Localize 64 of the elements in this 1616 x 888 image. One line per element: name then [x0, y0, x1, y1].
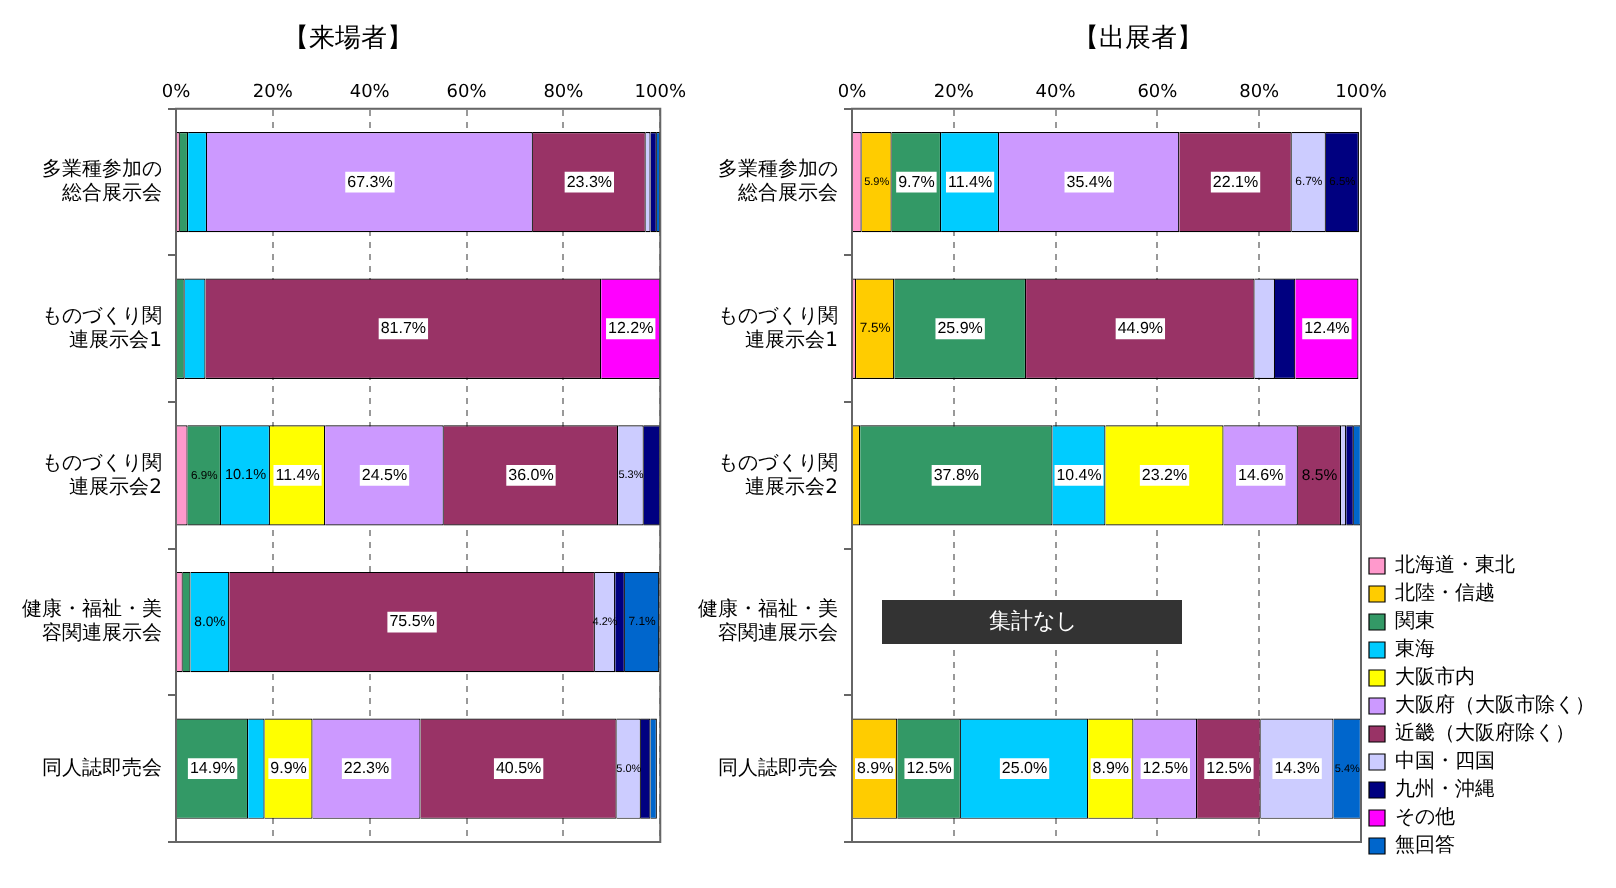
data-label: 9.7%: [898, 172, 935, 191]
y-tick-label: ものづくり関連展示会1: [42, 305, 162, 352]
data-label: 22.1%: [1212, 172, 1259, 191]
legend-label: 関東: [1395, 609, 1435, 634]
legend-label: 中国・四国: [1395, 749, 1495, 774]
x-tick-label: 0%: [837, 82, 868, 103]
data-label: 11.4%: [947, 172, 993, 191]
data-label: 24.5%: [361, 465, 408, 484]
y-tick-label: 多業種参加の総合展示会: [42, 157, 162, 206]
data-label: 81.7%: [380, 319, 427, 338]
data-label: 12.4%: [1304, 319, 1350, 338]
y-tick-label: ものづくり関連展示会1: [718, 305, 838, 352]
data-label: 12.5%: [1206, 759, 1252, 778]
y-tick-label: 健康・福祉・美容関連展示会: [22, 597, 162, 646]
legend-label: 北陸・信越: [1395, 581, 1495, 606]
data-label: 9.9%: [270, 759, 307, 778]
y-tick-label: 同人誌即売会: [718, 755, 838, 780]
x-tick-label: 20%: [252, 82, 294, 103]
data-label: 25.9%: [937, 319, 983, 338]
legend-label: その他: [1395, 805, 1455, 830]
data-label: 12.5%: [906, 759, 952, 778]
data-label: 14.3%: [1274, 759, 1320, 778]
x-tick-label: 40%: [1035, 82, 1077, 103]
data-label: 23.2%: [1141, 465, 1188, 484]
legend-label: 東海: [1395, 637, 1435, 662]
data-label: 67.3%: [347, 172, 393, 191]
data-label: 14.6%: [1238, 465, 1284, 484]
y-tick-label: 多業種参加の総合展示会: [718, 157, 838, 206]
x-tick-label: 20%: [933, 82, 975, 103]
x-tick-label: 60%: [446, 82, 488, 103]
x-tick-label: 60%: [1137, 82, 1179, 103]
legend-label: 大阪府（大阪市除く）: [1395, 693, 1595, 718]
legend-label: 近畿（大阪府除く）: [1395, 721, 1575, 746]
data-label: 44.9%: [1117, 319, 1164, 338]
data-label: 12.2%: [608, 319, 654, 338]
data-label: 12.5%: [1142, 759, 1188, 778]
x-tick-label: 100%: [1335, 82, 1388, 103]
legend-label: 大阪市内: [1395, 665, 1475, 690]
legend-label: 北海道・東北: [1395, 553, 1515, 578]
data-label: 14.9%: [189, 759, 236, 778]
chart-title: 【来場者】: [283, 24, 413, 55]
y-tick-label: 健康・福祉・美容関連展示会: [698, 597, 838, 646]
x-tick-label: 0%: [161, 82, 192, 103]
data-label: 37.8%: [933, 465, 980, 484]
x-tick-label: 80%: [543, 82, 585, 103]
x-tick-label: 100%: [634, 82, 687, 103]
y-tick-label: 同人誌即売会: [42, 755, 162, 780]
y-tick-label: ものづくり関連展示会2: [42, 452, 162, 499]
data-label: 75.5%: [389, 612, 435, 631]
chart-title: 【出展者】: [1073, 24, 1203, 55]
data-label: 40.5%: [495, 759, 542, 778]
data-label: 36.0%: [508, 465, 554, 484]
data-label: 25.0%: [1001, 759, 1048, 778]
legend-label: 九州・沖縄: [1395, 777, 1495, 802]
data-label: 11.4%: [275, 465, 320, 484]
data-label: 35.4%: [1066, 172, 1112, 191]
x-tick-label: 40%: [349, 82, 391, 103]
data-label: 23.3%: [566, 172, 613, 191]
y-tick-label: ものづくり関連展示会2: [718, 452, 838, 499]
x-tick-label: 80%: [1239, 82, 1281, 103]
data-label: 8.9%: [1092, 759, 1130, 778]
legend-label: 無回答: [1395, 833, 1455, 858]
data-label: 22.3%: [343, 759, 390, 778]
label-box: 集計なし: [882, 600, 1183, 645]
